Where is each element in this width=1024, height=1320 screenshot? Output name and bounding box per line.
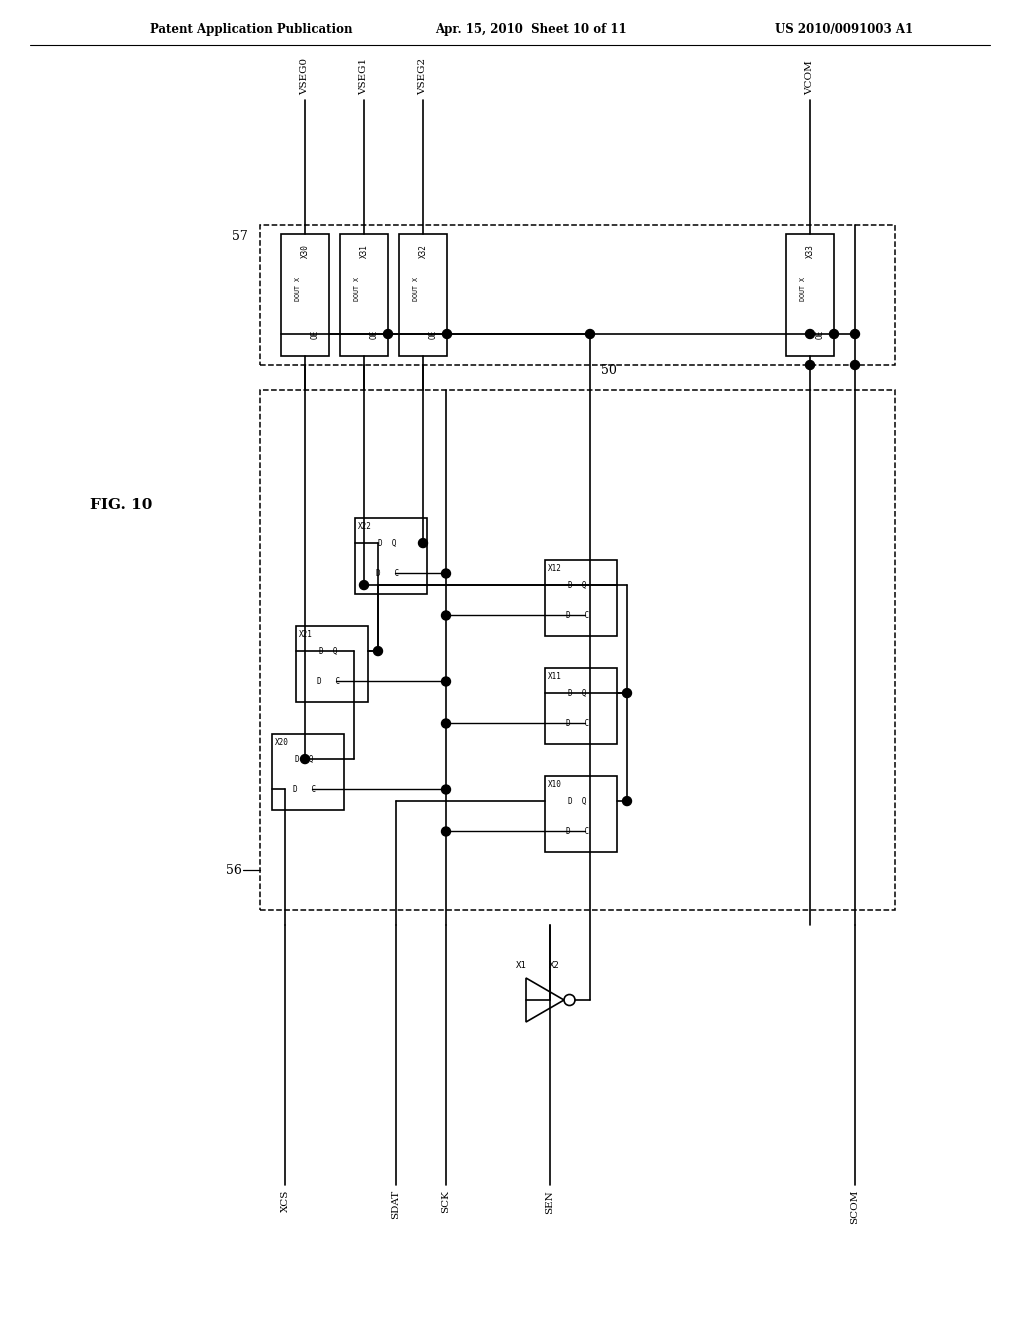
Text: OE: OE bbox=[815, 330, 824, 339]
Text: X1: X1 bbox=[516, 961, 526, 970]
Text: 56: 56 bbox=[226, 863, 242, 876]
Text: OE: OE bbox=[310, 330, 319, 339]
Text: X12: X12 bbox=[548, 564, 562, 573]
Text: X30: X30 bbox=[300, 244, 309, 257]
Circle shape bbox=[419, 539, 427, 548]
Text: D  Q: D Q bbox=[568, 796, 587, 805]
Circle shape bbox=[441, 719, 451, 729]
Text: D   C: D C bbox=[293, 785, 316, 795]
Text: X2: X2 bbox=[549, 961, 559, 970]
Text: SDAT: SDAT bbox=[391, 1191, 400, 1220]
Text: X20: X20 bbox=[275, 738, 289, 747]
Text: Apr. 15, 2010  Sheet 10 of 11: Apr. 15, 2010 Sheet 10 of 11 bbox=[435, 24, 627, 37]
Text: DOUT X: DOUT X bbox=[295, 277, 301, 301]
Text: OE: OE bbox=[370, 330, 379, 339]
Bar bbox=[296, 626, 368, 702]
Text: SCK: SCK bbox=[441, 1191, 451, 1213]
Text: X11: X11 bbox=[548, 672, 562, 681]
Bar bbox=[545, 560, 617, 636]
Circle shape bbox=[623, 796, 632, 805]
Circle shape bbox=[442, 330, 452, 338]
Text: D   C: D C bbox=[566, 826, 589, 836]
Text: DOUT X: DOUT X bbox=[800, 277, 806, 301]
Text: D   C: D C bbox=[376, 569, 399, 578]
Text: SCOM: SCOM bbox=[851, 1191, 859, 1225]
Text: X33: X33 bbox=[806, 244, 814, 257]
Text: D  Q: D Q bbox=[568, 581, 587, 590]
Text: FIG. 10: FIG. 10 bbox=[90, 498, 153, 512]
Bar bbox=[545, 668, 617, 744]
Circle shape bbox=[384, 330, 392, 338]
Circle shape bbox=[623, 689, 632, 697]
Circle shape bbox=[851, 330, 859, 338]
Text: 50: 50 bbox=[601, 364, 617, 378]
Bar bbox=[355, 517, 427, 594]
Circle shape bbox=[374, 647, 383, 656]
Text: D  Q: D Q bbox=[295, 755, 313, 763]
Bar bbox=[272, 734, 344, 810]
Circle shape bbox=[441, 677, 451, 686]
Text: D  Q: D Q bbox=[319, 647, 338, 656]
Text: X22: X22 bbox=[358, 521, 372, 531]
Text: VSEG1: VSEG1 bbox=[359, 58, 369, 95]
Bar bbox=[786, 234, 834, 356]
Bar bbox=[545, 776, 617, 851]
Text: X10: X10 bbox=[548, 780, 562, 789]
Circle shape bbox=[441, 611, 451, 620]
Text: 57: 57 bbox=[232, 230, 248, 243]
Text: X21: X21 bbox=[299, 630, 313, 639]
Circle shape bbox=[359, 581, 369, 590]
Bar bbox=[281, 234, 329, 356]
Text: D   C: D C bbox=[566, 719, 589, 729]
Text: VSEG2: VSEG2 bbox=[419, 58, 427, 95]
Text: OE: OE bbox=[428, 330, 437, 339]
Text: VSEG0: VSEG0 bbox=[300, 58, 309, 95]
Circle shape bbox=[806, 330, 814, 338]
Circle shape bbox=[829, 330, 839, 338]
Circle shape bbox=[441, 785, 451, 795]
Text: DOUT X: DOUT X bbox=[413, 277, 419, 301]
Text: D  Q: D Q bbox=[568, 689, 587, 697]
Text: SEN: SEN bbox=[546, 1191, 555, 1214]
Circle shape bbox=[851, 360, 859, 370]
Bar bbox=[399, 234, 447, 356]
Circle shape bbox=[586, 330, 595, 338]
Text: X31: X31 bbox=[359, 244, 369, 257]
Bar bbox=[340, 234, 388, 356]
Text: X32: X32 bbox=[419, 244, 427, 257]
Text: US 2010/0091003 A1: US 2010/0091003 A1 bbox=[775, 24, 913, 37]
Text: D   C: D C bbox=[316, 677, 340, 686]
Circle shape bbox=[441, 826, 451, 836]
Text: DOUT X: DOUT X bbox=[354, 277, 360, 301]
Text: VCOM: VCOM bbox=[806, 61, 814, 95]
Text: Patent Application Publication: Patent Application Publication bbox=[150, 24, 352, 37]
Bar bbox=[260, 389, 895, 909]
Circle shape bbox=[441, 569, 451, 578]
Text: D   C: D C bbox=[566, 611, 589, 620]
Bar bbox=[260, 224, 895, 366]
Circle shape bbox=[806, 360, 814, 370]
Text: XCS: XCS bbox=[281, 1191, 290, 1212]
Circle shape bbox=[300, 755, 309, 763]
Text: D  Q: D Q bbox=[378, 539, 396, 548]
